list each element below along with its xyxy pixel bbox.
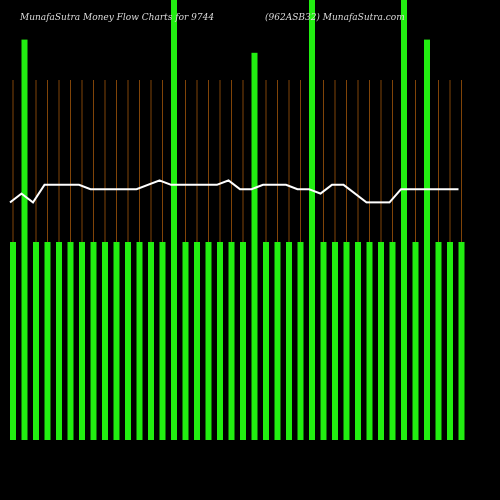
bar [263,242,269,440]
bar [33,242,39,440]
bar [125,242,131,440]
bar [194,242,200,440]
bar [79,242,85,440]
bar [44,242,51,440]
bar [355,242,361,440]
bar [378,242,384,440]
bar [251,52,258,441]
bar [21,39,28,440]
bar [228,242,235,440]
bar [90,242,97,440]
bar [297,242,304,440]
line-layer [9,179,459,204]
bar [401,0,407,440]
bar [217,242,223,440]
bar [56,242,62,440]
bar [136,242,143,440]
chart-title: MunafaSutra Money Flow Charts for 9744 [19,13,214,23]
bar [159,242,166,440]
chart-subtitle: (962ASB32) MunafaSutra.com [265,12,405,23]
money-flow-line [9,179,459,204]
bar [332,242,338,440]
bar [10,242,16,440]
bar [435,242,442,440]
bar [240,242,246,440]
bar [447,242,453,440]
bar [458,242,465,440]
bar [320,242,327,440]
bars [10,0,465,441]
bar [424,39,430,440]
bar [205,242,212,440]
bar [171,0,177,440]
bar [113,242,120,440]
bar [102,242,108,440]
bar [67,242,74,440]
bar [182,242,189,440]
bar [274,242,281,440]
bar [309,0,315,440]
bar [366,242,373,440]
bar [389,242,396,440]
bar [286,242,292,440]
bar [343,242,350,440]
bar [148,242,154,440]
bar [412,242,419,440]
